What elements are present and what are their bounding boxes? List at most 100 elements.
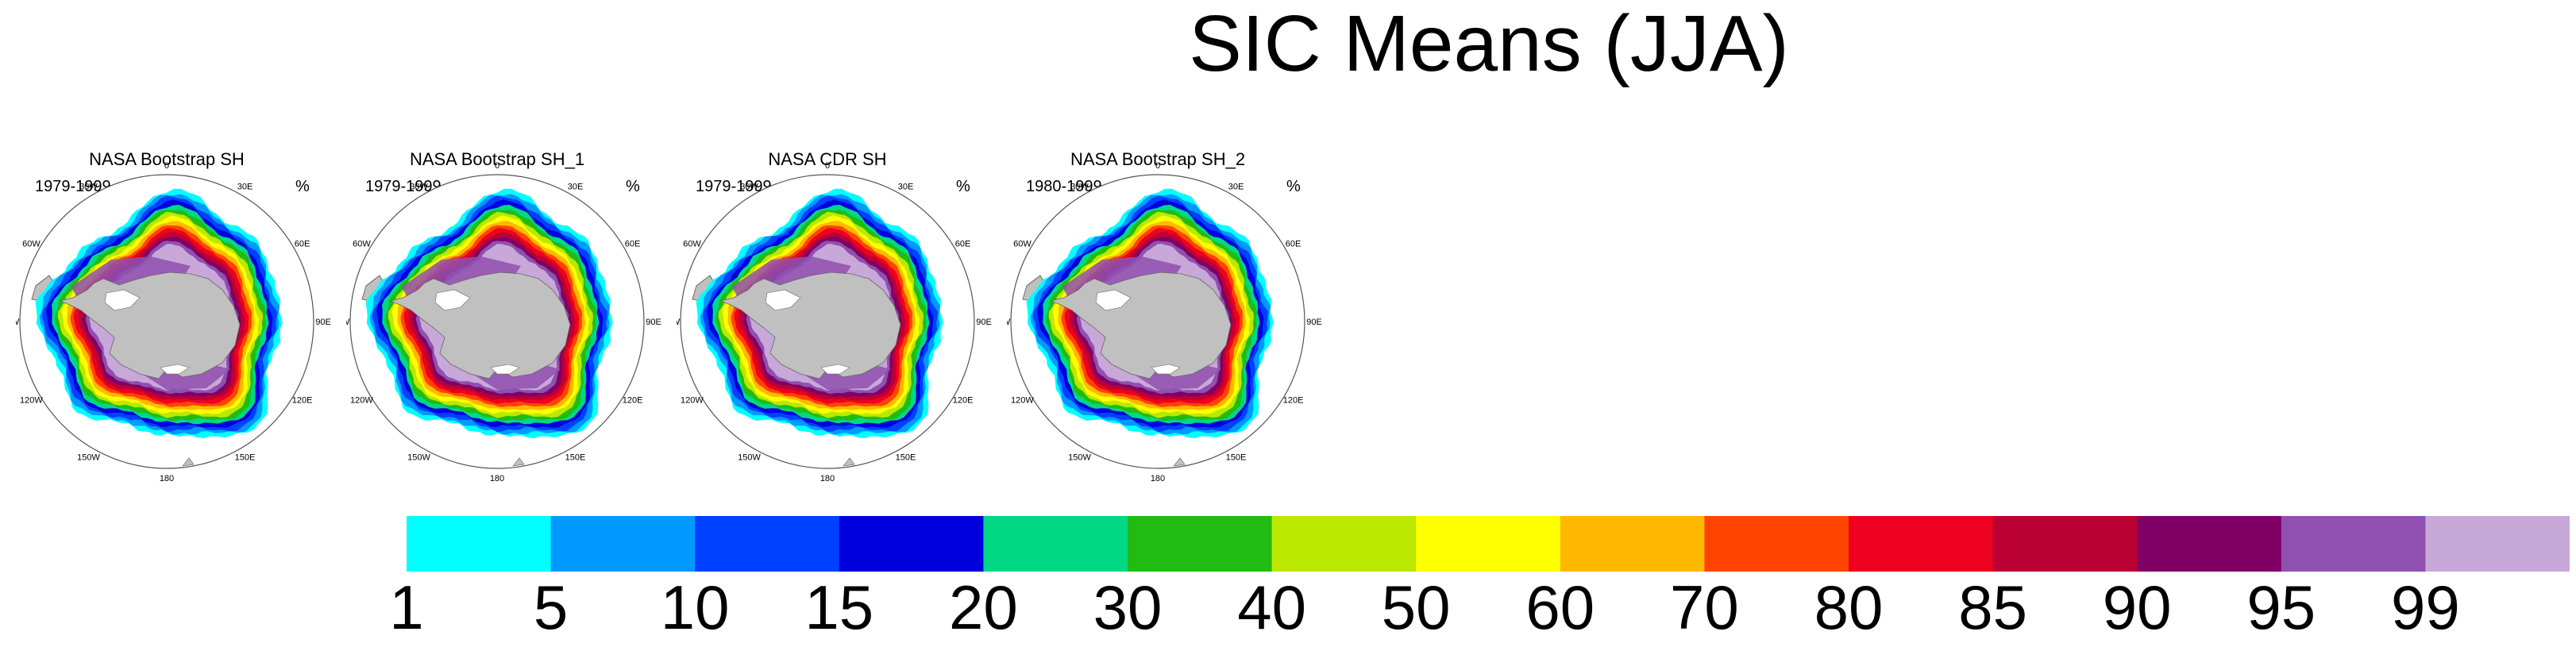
island-land bbox=[182, 457, 195, 467]
map-panel-nasa-bootstrap-sh-2: NASA Bootstrap SH_2 1980-1999 % 0 30E 60E 9… bbox=[1007, 143, 1325, 492]
panel-unit: % bbox=[1286, 178, 1301, 195]
longitude-label: 150W bbox=[738, 453, 761, 463]
longitude-label: 30E bbox=[568, 182, 584, 191]
colorbar-swatch bbox=[1704, 516, 1849, 572]
panel-unit: % bbox=[295, 178, 310, 195]
longitude-label: 120W bbox=[681, 396, 704, 406]
map-panel-nasa-bootstrap-sh: NASA Bootstrap SH 1979-1999 % 0 30E 60E 90E… bbox=[16, 143, 334, 492]
colorbar-tick-label: 1 bbox=[389, 572, 424, 642]
island-land bbox=[1173, 457, 1186, 467]
panel-title: NASA Bootstrap SH_1 bbox=[409, 149, 585, 169]
ice-shelf bbox=[160, 364, 190, 375]
longitude-label: 90W bbox=[1007, 318, 1011, 327]
longitude-label: 120E bbox=[623, 396, 643, 406]
longitude-label: 60W bbox=[353, 240, 371, 249]
longitude-label: 30W bbox=[410, 182, 428, 191]
colorbar-swatch bbox=[2281, 516, 2426, 572]
longitude-label: 150W bbox=[77, 453, 100, 463]
colorbar-swatch bbox=[1560, 516, 1705, 572]
longitude-label: 60W bbox=[683, 240, 701, 249]
longitude-label: 120E bbox=[292, 396, 313, 406]
colorbar-tick-label: 30 bbox=[1093, 572, 1163, 642]
colorbar-swatch bbox=[550, 516, 696, 572]
longitude-label: 60W bbox=[1013, 240, 1032, 249]
polar-stereographic-map: 0 30E 60E 90E 120E 150E 180 150W 120W 90W 60W 30W bbox=[1007, 161, 1322, 483]
longitude-label: 30W bbox=[79, 182, 98, 191]
ice-shelf bbox=[1151, 364, 1181, 375]
longitude-label: 30W bbox=[1070, 182, 1089, 191]
longitude-label: 30E bbox=[898, 182, 914, 191]
longitude-label: 90E bbox=[646, 318, 661, 327]
colorbar-swatch bbox=[1128, 516, 1273, 572]
longitude-label: 120E bbox=[953, 396, 974, 406]
ice-shelf bbox=[820, 364, 850, 375]
colorbar-tick-label: 70 bbox=[1670, 572, 1739, 642]
colorbar-labels: 1 5 10 15 20 30 40 50 60 70 80 85 90 95 99 bbox=[0, 576, 2576, 647]
colorbar-tick-label: 99 bbox=[2391, 572, 2460, 642]
longitude-label: 120W bbox=[1011, 396, 1034, 406]
longitude-label: 60W bbox=[22, 240, 40, 249]
island-land bbox=[512, 457, 525, 467]
colorbar-tick-label: 50 bbox=[1381, 572, 1451, 642]
polar-stereographic-map: 0 30E 60E 90E 120E 150E 180 150W 120W 90W 60W 30W bbox=[16, 161, 331, 483]
longitude-label: 150W bbox=[407, 453, 430, 463]
colorbar-tick-label: 95 bbox=[2246, 572, 2316, 642]
longitude-label: 0 bbox=[1155, 161, 1160, 171]
longitude-label: 180 bbox=[1151, 474, 1165, 483]
longitude-label: 60E bbox=[955, 240, 971, 249]
colorbar-swatch bbox=[983, 516, 1128, 572]
polar-stereographic-map: 0 30E 60E 90E 120E 150E 180 150W 120W 90W 60W 30W bbox=[346, 161, 661, 483]
longitude-label: 120W bbox=[350, 396, 373, 406]
panel-period: 1979-1999 bbox=[696, 178, 772, 195]
longitude-label: 150W bbox=[1068, 453, 1091, 463]
longitude-label: 60E bbox=[1286, 240, 1301, 249]
ice-shelf bbox=[490, 364, 520, 375]
longitude-label: 180 bbox=[490, 474, 504, 483]
longitude-label: 180 bbox=[160, 474, 174, 483]
colorbar-tick-label: 40 bbox=[1237, 572, 1306, 642]
longitude-label: 0 bbox=[825, 161, 830, 171]
colorbar-swatch bbox=[1271, 516, 1417, 572]
ice-shelf bbox=[765, 289, 801, 311]
ice-shelf bbox=[104, 289, 141, 311]
longitude-label: 0 bbox=[164, 161, 169, 171]
longitude-label: 120E bbox=[1283, 396, 1304, 406]
panel-unit: % bbox=[956, 178, 970, 195]
colorbar-swatch bbox=[2137, 516, 2282, 572]
colorbar-tick-label: 5 bbox=[533, 572, 569, 642]
colorbar-swatch bbox=[1992, 516, 2138, 572]
longitude-label: 90W bbox=[677, 318, 681, 327]
panel-title: NASA CDR SH bbox=[768, 149, 887, 169]
panel-unit: % bbox=[626, 178, 640, 195]
longitude-label: 150E bbox=[565, 453, 586, 463]
longitude-label: 90W bbox=[16, 318, 20, 327]
colorbar-swatch bbox=[1416, 516, 1561, 572]
colorbar-tick-label: 15 bbox=[804, 572, 874, 642]
panel-period: 1979-1999 bbox=[35, 178, 111, 195]
map-panel-nasa-cdr-sh: NASA CDR SH 1979-1999 % 0 30E 60E 90E 120E 15… bbox=[677, 143, 994, 492]
longitude-label: 60E bbox=[625, 240, 641, 249]
longitude-label: 150E bbox=[1226, 453, 1247, 463]
longitude-label: 30E bbox=[1228, 182, 1244, 191]
colorbar bbox=[407, 516, 2570, 572]
colorbar-tick-label: 80 bbox=[1814, 572, 1884, 642]
longitude-label: 30E bbox=[237, 182, 253, 191]
map-panel-nasa-bootstrap-sh-1: NASA Bootstrap SH_1 1979-1999 % 0 30E 60E 9… bbox=[346, 143, 664, 492]
longitude-label: 150E bbox=[896, 453, 916, 463]
panel-period: 1979-1999 bbox=[365, 178, 442, 195]
longitude-label: 90E bbox=[315, 318, 331, 327]
longitude-label: 90E bbox=[976, 318, 992, 327]
panel-title: NASA Bootstrap SH_2 bbox=[1070, 149, 1246, 169]
colorbar-tick-label: 90 bbox=[2102, 572, 2172, 642]
longitude-label: 0 bbox=[495, 161, 499, 171]
colorbar-tick-label: 10 bbox=[660, 572, 730, 642]
figure-title: SIC Means (JJA) bbox=[1189, 0, 1789, 88]
colorbar-tick-label: 85 bbox=[1958, 572, 2027, 642]
longitude-label: 30W bbox=[740, 182, 758, 191]
colorbar-swatch bbox=[695, 516, 840, 572]
longitude-label: 180 bbox=[820, 474, 835, 483]
colorbar-tick-label: 20 bbox=[949, 572, 1018, 642]
longitude-label: 90E bbox=[1306, 318, 1322, 327]
panel-period: 1980-1999 bbox=[1026, 178, 1102, 195]
ice-shelf bbox=[434, 289, 471, 311]
